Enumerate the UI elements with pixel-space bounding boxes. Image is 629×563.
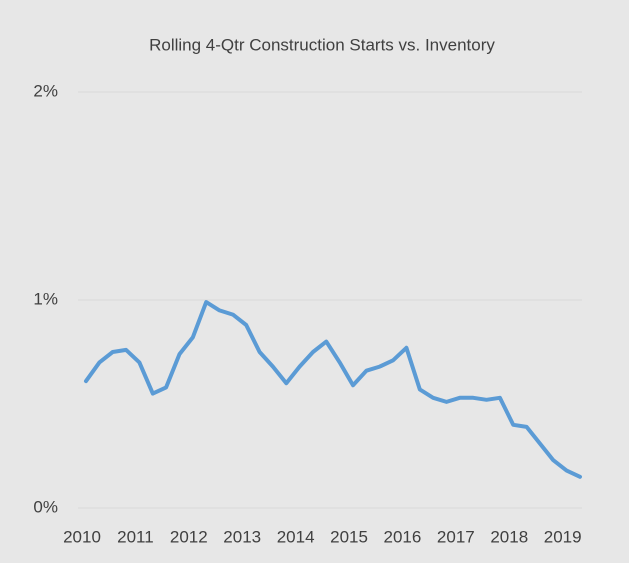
- x-tick-label: 2013: [223, 527, 261, 546]
- x-tick-label: 2016: [384, 527, 422, 546]
- chart-title: Rolling 4-Qtr Construction Starts vs. In…: [149, 35, 495, 54]
- x-tick-label: 2010: [63, 527, 101, 546]
- x-tick-label: 2015: [330, 527, 368, 546]
- x-tick-label: 2017: [437, 527, 475, 546]
- y-tick-label: 1%: [33, 289, 58, 308]
- x-tick-label: 2011: [117, 527, 154, 546]
- x-tick-label: 2019: [544, 527, 582, 546]
- x-tick-label: 2014: [277, 527, 315, 546]
- y-tick-label: 2%: [33, 81, 58, 100]
- y-tick-label: 0%: [33, 497, 58, 516]
- data-line: [84, 300, 582, 479]
- x-tick-label: 2018: [490, 527, 528, 546]
- x-tick-label: 2012: [170, 527, 208, 546]
